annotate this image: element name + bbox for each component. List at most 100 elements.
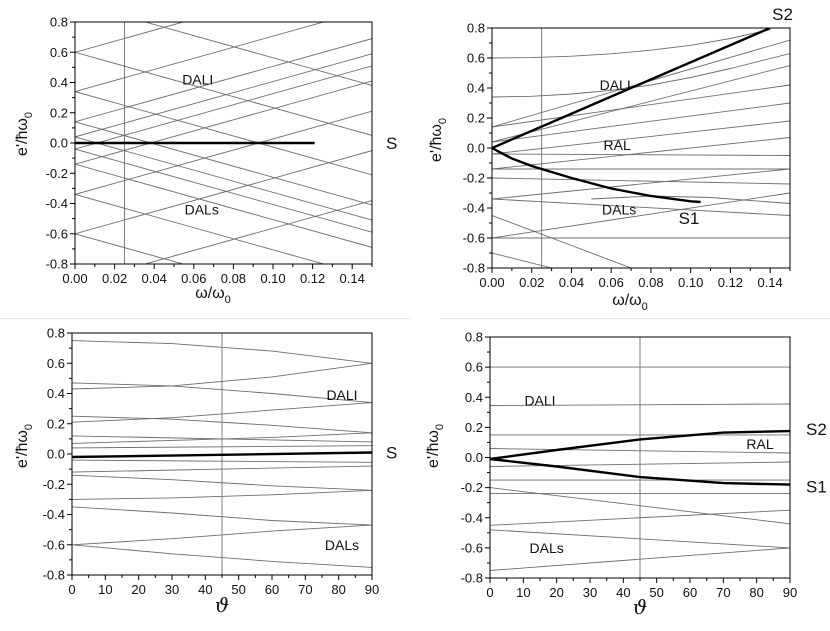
level-line-6 (492, 102, 790, 143)
y-tick-label: 0.8 (465, 330, 483, 345)
x-axis-label: ϑ (633, 595, 647, 619)
x-tick-label: 20 (549, 585, 563, 600)
plot-area (75, 22, 372, 264)
y-tick-label: 0.4 (47, 386, 65, 401)
region-label-dals: DALs (325, 537, 359, 553)
y-tick-label: 0.8 (467, 21, 485, 36)
y-tick-label: -0.4 (463, 201, 485, 216)
series-line-s1 (492, 146, 701, 204)
level-line-14 (75, 193, 326, 264)
x-tick-label: 40 (198, 582, 212, 597)
plot-area (490, 337, 790, 578)
x-tick-label: 0.06 (599, 275, 624, 290)
series-line-s2 (492, 28, 771, 150)
y-tick-label: 0.0 (467, 141, 485, 156)
y-tick-label: 0.4 (50, 75, 68, 90)
x-tick-label: 50 (649, 585, 663, 600)
x-tick-label: 0.06 (181, 271, 206, 286)
x-tick-label: 0.02 (519, 275, 544, 290)
region-label-dals: DALs (185, 202, 219, 218)
level-line-18 (143, 200, 372, 264)
series-line-s (72, 451, 372, 459)
region-label-dali: DALI (326, 387, 357, 403)
y-tick-label: -0.4 (461, 510, 483, 525)
y-tick-label: 0.4 (467, 81, 485, 96)
x-tick-label: 0.04 (142, 271, 167, 286)
region-label-dali: DALI (600, 77, 631, 93)
curve-label-s: S (386, 443, 397, 462)
x-tick-label: 0.10 (678, 275, 703, 290)
chart-panel-top-left: 0.00 0.02 0.04 0.06 0.08 0.10 0.12 0.14 0.8 0.6 0.… (14, 15, 397, 307)
y-tick-label: -0.2 (46, 166, 68, 181)
x-tick-label: 90 (783, 585, 797, 600)
plot-area (72, 333, 372, 575)
y-axis-label: e'/ħω0 (428, 118, 449, 162)
chart-panel-top-right: 0.00 0.02 0.04 0.06 0.08 0.10 0.12 0.14 0.8 0.6 0.… (428, 5, 793, 313)
y-tick-label: -0.6 (43, 537, 65, 552)
level-line-7 (75, 136, 372, 221)
level-line-9 (492, 153, 790, 156)
y-tick-label: -0.2 (463, 171, 485, 186)
x-tick-label: 0 (486, 585, 493, 600)
y-tick-label: -0.4 (46, 196, 68, 211)
region-label-dali: DALI (524, 392, 555, 408)
level-line-13 (75, 110, 372, 195)
x-tick-label: 80 (749, 585, 763, 600)
y-tick-label: 0.2 (50, 105, 68, 120)
x-tick-label: 0.00 (479, 275, 504, 290)
y-tick-label: 0.0 (465, 450, 483, 465)
x-tick-label: 80 (331, 582, 345, 597)
x-tick-label: 70 (298, 582, 312, 597)
chart-panel-bottom-right: 0 10 20 30 40 50 60 70 80 90 0.8 0.6 0.4 0.2 0.0 -0.2 -0… (425, 330, 827, 620)
y-tick-label: 0.2 (467, 111, 485, 126)
x-tick-label: 30 (583, 585, 597, 600)
y-tick-label: 0.2 (47, 416, 65, 431)
y-tick-label: 0.6 (50, 45, 68, 60)
y-axis-label: e'/ħω0 (14, 112, 35, 156)
y-tick-label: -0.2 (461, 480, 483, 495)
region-label-ral: RAL (746, 436, 773, 452)
region-label-dali: DALI (182, 71, 213, 87)
curve-label-s2: S2 (806, 420, 827, 439)
x-tick-label: 20 (131, 582, 145, 597)
level-line-17 (143, 22, 372, 86)
y-tick-label: -0.2 (43, 477, 65, 492)
level-line-3 (75, 91, 372, 176)
x-tick-label: 0.12 (300, 271, 325, 286)
chart-panel-bottom-left: 0 10 20 30 40 50 60 70 80 90 0.8 0.6 0.4 0.2 0.0 -0.2 -0… (14, 326, 397, 618)
level-line-6 (75, 38, 372, 123)
x-tick-label: 30 (165, 582, 179, 597)
level-line-18 (591, 195, 790, 204)
level-line-8 (492, 137, 790, 170)
x-tick-label: 0.08 (221, 271, 246, 286)
level-line-14 (492, 198, 790, 216)
x-tick-label: 0.08 (638, 275, 663, 290)
y-tick-label: 0.0 (50, 136, 68, 151)
x-axis-label: ω/ω0 (612, 292, 648, 313)
level-line-5 (492, 84, 790, 128)
x-tick-label: 90 (365, 582, 379, 597)
x-tick-label: 60 (265, 582, 279, 597)
y-axis-label: e'/ħω0 (425, 424, 446, 468)
y-tick-label: 0.6 (47, 356, 65, 371)
series-line-s2 (490, 429, 790, 461)
separator-line-left (0, 318, 410, 319)
y-tick-label: 0.8 (50, 15, 68, 30)
level-line-9 (75, 65, 372, 150)
y-tick-label: -0.6 (463, 231, 485, 246)
x-axis-label: ω/ω0 (195, 285, 231, 306)
y-tick-label: 0.2 (465, 420, 483, 435)
y-tick-label: -0.8 (463, 261, 485, 276)
x-tick-label: 40 (616, 585, 630, 600)
y-axis-label: e'/ħω0 (14, 424, 35, 468)
level-line-2 (492, 53, 790, 98)
level-line-4 (75, 22, 326, 93)
x-tick-label: 0.00 (62, 271, 87, 286)
x-tick-label: 0.04 (559, 275, 584, 290)
y-tick-label: -0.6 (46, 226, 68, 241)
y-tick-label: -0.4 (43, 507, 65, 522)
curve-label-s2: S2 (772, 5, 793, 24)
level-line-1 (492, 29, 771, 59)
level-line-12 (75, 163, 372, 248)
